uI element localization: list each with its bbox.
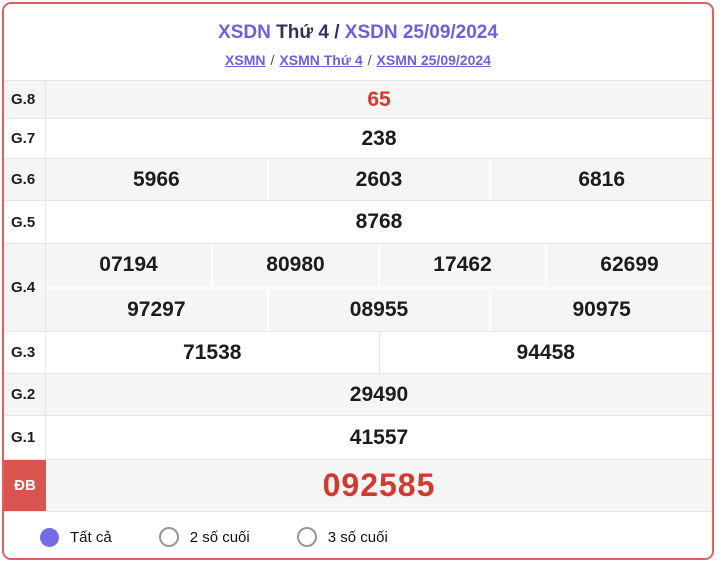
- prize-value: 41557: [349, 425, 409, 449]
- prize-value: 8768: [355, 210, 403, 233]
- radio-selected-icon[interactable]: [40, 527, 59, 547]
- title-weekday: Thứ 4 /: [270, 22, 345, 43]
- prize-row-db: ĐB 092585: [4, 459, 712, 511]
- prize-label-g2: G.2: [4, 374, 46, 415]
- filter-option-label: 2 số cuối: [189, 528, 250, 546]
- prize-row-g1: G.1 41557: [4, 415, 712, 459]
- prize-value: 17462: [380, 244, 547, 287]
- breadcrumb-link-xsmn-date[interactable]: XSMN 25/09/2024: [376, 52, 491, 68]
- prize-row-g6: G.6 5966 2603 6816: [4, 158, 712, 200]
- lottery-result-card: XSDN Thứ 4 / XSDN 25/09/2024 XSMN / XSMN T…: [2, 2, 714, 560]
- prize-label-g4: G.4: [4, 244, 46, 331]
- title-draw-date: XSDN 25/09/2024: [344, 22, 498, 43]
- breadcrumb-link-xsmn-thu4[interactable]: XSMN Thứ 4: [279, 52, 363, 68]
- breadcrumb-separator: /: [270, 52, 275, 68]
- radio-unselected-icon[interactable]: [296, 527, 317, 547]
- prize-label-g1: G.1: [4, 416, 46, 459]
- prize-label-g7: G.7: [4, 119, 46, 158]
- prize-label-g6: G.6: [4, 159, 46, 200]
- prize-value: 08955: [269, 288, 492, 331]
- prize-row-g3: G.3 71538 94458: [4, 331, 712, 373]
- filter-radio-group: Tất cả 2 số cuối 3 số cuối: [4, 511, 712, 558]
- prize-value: 80980: [213, 244, 380, 287]
- prize-value: 07194: [46, 244, 213, 287]
- prize-row-g4: G.4 07194 80980 17462 62699 97297 08955 …: [4, 243, 712, 331]
- prize-value: 6816: [578, 167, 626, 191]
- prize-row-g7: G.7 238: [4, 118, 712, 158]
- prize-label-g8: G.8: [4, 81, 46, 118]
- breadcrumb: XSMN / XSMN Thứ 4/XSMN 25/09/2024: [4, 52, 712, 68]
- prize-value: 97297: [46, 288, 269, 331]
- prize-value: 5966: [46, 159, 269, 200]
- prize-value: 71538: [46, 332, 380, 373]
- filter-option-last3[interactable]: 3 số cuối: [296, 527, 388, 547]
- breadcrumb-link-xsmn[interactable]: XSMN: [225, 52, 266, 68]
- header: XSDN Thứ 4 / XSDN 25/09/2024 XSMN / XSMN T…: [4, 4, 712, 80]
- prize-row-g2: G.2 29490: [4, 373, 712, 415]
- filter-option-all[interactable]: Tất cả: [40, 527, 112, 547]
- prize-label-g5: G.5: [4, 201, 46, 243]
- prize-value: 65: [367, 87, 391, 111]
- prize-value: 29490: [349, 382, 409, 406]
- filter-option-label: Tất cả: [70, 528, 112, 546]
- prize-value: 62699: [600, 253, 659, 277]
- prize-value: 90975: [572, 297, 631, 321]
- filter-option-last2[interactable]: 2 số cuối: [158, 527, 250, 547]
- filter-option-label: 3 số cuối: [327, 528, 388, 546]
- page-title: XSDN Thứ 4 / XSDN 25/09/2024: [4, 21, 712, 45]
- prize-value: 2603: [269, 159, 492, 200]
- jackpot-value: 092585: [322, 467, 436, 503]
- prize-value: 94458: [516, 340, 575, 364]
- prize-label-g3: G.3: [4, 332, 46, 373]
- breadcrumb-separator: /: [367, 52, 372, 68]
- prize-value: 238: [361, 126, 397, 150]
- title-draw-name: XSDN: [218, 22, 271, 43]
- prize-row-g5: G.5 8768: [4, 200, 712, 243]
- radio-unselected-icon[interactable]: [158, 527, 179, 547]
- prize-row-g8: G.8 65: [4, 80, 712, 118]
- prize-label-db-badge: ĐB: [4, 460, 46, 511]
